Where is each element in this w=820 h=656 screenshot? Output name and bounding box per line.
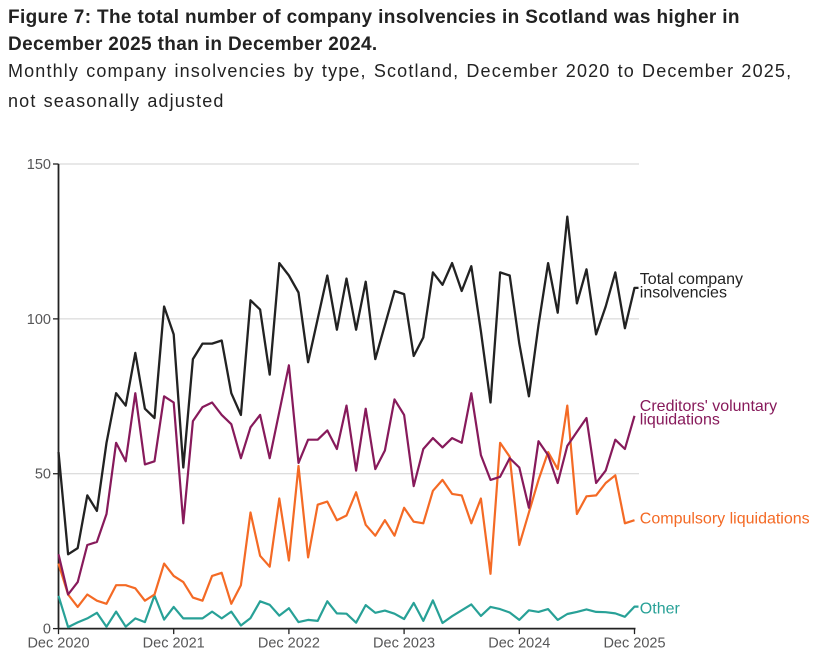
svg-text:150: 150 [27,157,51,173]
svg-text:0: 0 [43,622,51,638]
svg-text:Total company: Total company [640,271,743,288]
svg-text:liquidations: liquidations [640,412,720,429]
svg-text:Dec 2023: Dec 2023 [373,636,435,652]
svg-text:Dec 2022: Dec 2022 [258,636,320,652]
svg-text:Creditors' voluntary: Creditors' voluntary [640,398,777,415]
svg-text:Dec 2024: Dec 2024 [488,636,550,652]
svg-text:insolvencies: insolvencies [640,285,727,302]
svg-text:Dec 2020: Dec 2020 [27,636,89,652]
svg-text:Other: Other [640,601,681,618]
svg-text:Dec 2021: Dec 2021 [143,636,205,652]
svg-text:Compulsory liquidations: Compulsory liquidations [640,511,810,528]
svg-text:100: 100 [27,312,51,328]
svg-text:50: 50 [35,467,51,483]
svg-text:Dec 2025: Dec 2025 [603,636,665,652]
